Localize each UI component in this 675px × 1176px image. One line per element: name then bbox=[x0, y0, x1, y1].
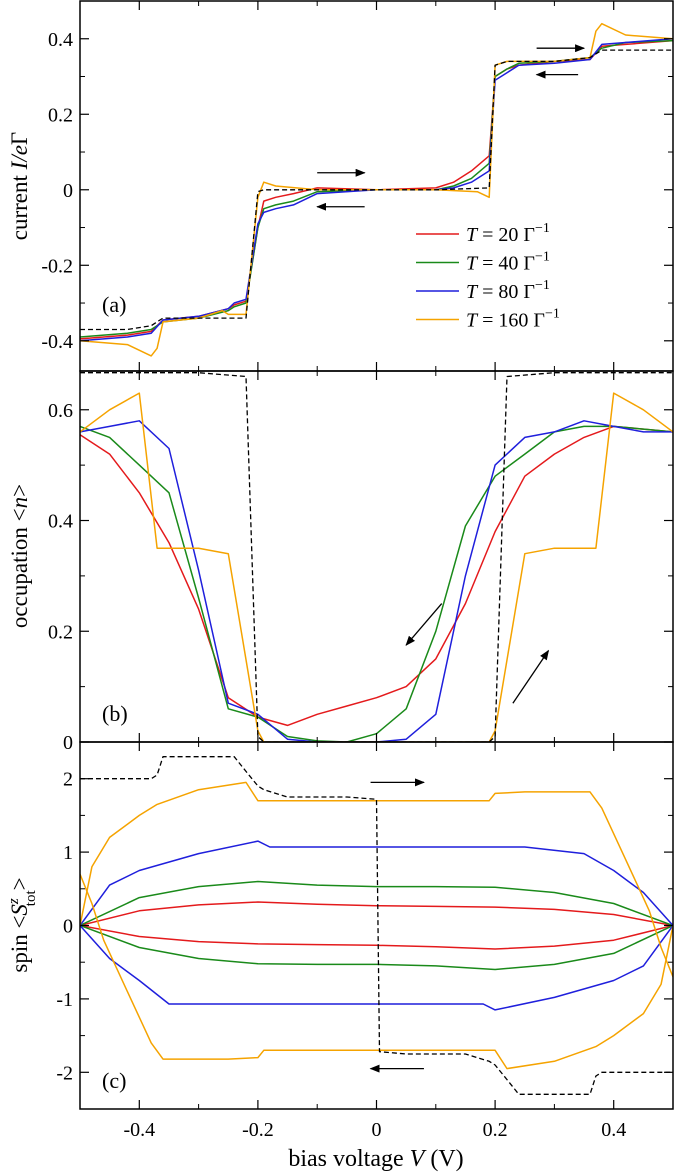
panel-b-series-line-1 bbox=[80, 425, 673, 742]
panel-c-frame bbox=[79, 741, 674, 1110]
y-tick-label: 0.4 bbox=[48, 511, 73, 533]
y-tick-label: 1 bbox=[63, 842, 73, 864]
legend-label: T = 160 Γ−1 bbox=[466, 307, 560, 332]
y-tick-label: 0 bbox=[63, 916, 73, 938]
x-tick-label: -0.4 bbox=[123, 1119, 155, 1141]
y-tick-label: 0.4 bbox=[48, 29, 73, 51]
panel-a-series-line-1 bbox=[80, 39, 673, 338]
y-tick-label: 0.2 bbox=[48, 104, 73, 126]
x-tick-label: 0.4 bbox=[601, 1119, 626, 1141]
legend-label: T = 40 Γ−1 bbox=[466, 250, 550, 275]
legend-label: T = 80 Γ−1 bbox=[466, 278, 550, 303]
arrow-up-right bbox=[512, 649, 550, 704]
panel-b-series-line-4 bbox=[80, 372, 673, 742]
y-tick-label: 0.2 bbox=[48, 621, 73, 643]
panel-b-series-line-0 bbox=[80, 425, 673, 727]
y-tick-label: -0.4 bbox=[41, 331, 73, 353]
legend: T = 20 Γ−1 T = 40 Γ−1 T = 80 Γ−1 T = 160 Γ−… bbox=[416, 221, 560, 332]
panel-a-series-line-4 bbox=[80, 49, 673, 331]
y-tick-label: -0.2 bbox=[41, 255, 73, 277]
panel-c-series-line-2 bbox=[80, 880, 673, 927]
panel-b-series-line-3 bbox=[80, 392, 673, 742]
y-tick-label: -2 bbox=[56, 1062, 73, 1084]
panel-c-label: (c) bbox=[102, 1068, 126, 1093]
panel-c-spin: -2 -1 0 1 2 spin <Sztot> (c) bbox=[6, 741, 674, 1110]
x-axis: -0.4 -0.2 0 0.2 0.4 bbox=[123, 1119, 626, 1141]
x-tick-label: 0.2 bbox=[483, 1119, 508, 1141]
x-axis-label: bias voltage V (V) bbox=[288, 1146, 463, 1172]
panel-c-y-axis-label: spin <Sztot> bbox=[6, 877, 39, 972]
panel-c-series-line-8 bbox=[80, 756, 673, 1095]
panel-a-y-axis-label: current I/eΓ bbox=[7, 132, 32, 240]
y-tick-label: 0 bbox=[63, 732, 73, 754]
panel-c-series-line-5 bbox=[80, 924, 673, 1011]
panel-b-y-axis-label: occupation <n> bbox=[7, 484, 32, 628]
panel-c-series-line-7 bbox=[80, 873, 673, 1070]
panel-c-series-line-1 bbox=[80, 924, 673, 950]
panel-c-series-line-6 bbox=[80, 781, 673, 978]
x-tick-label: 0 bbox=[372, 1119, 382, 1141]
panel-a-current: -0.4 -0.2 0 0.2 0.4 current I/eΓ (a) T = 20 … bbox=[7, 0, 674, 372]
panel-a-frame bbox=[79, 0, 674, 372]
panel-b-series-line-2 bbox=[80, 420, 673, 742]
panel-c-series-line-4 bbox=[80, 840, 673, 927]
panel-a-series-line-3 bbox=[80, 22, 673, 357]
panel-c-series-line-3 bbox=[80, 924, 673, 971]
y-tick-label: 2 bbox=[63, 769, 73, 791]
y-tick-label: 0 bbox=[63, 180, 73, 202]
panel-c-series-line-0 bbox=[80, 901, 673, 927]
arrow-down-left bbox=[405, 603, 443, 646]
panel-a-label: (a) bbox=[102, 292, 126, 317]
panel-a-series-line-2 bbox=[80, 38, 673, 342]
panel-b-label: (b) bbox=[102, 701, 128, 726]
y-tick-label: -1 bbox=[56, 989, 73, 1011]
x-tick-label: -0.2 bbox=[242, 1119, 274, 1141]
y-tick-label: 0.6 bbox=[48, 400, 73, 422]
legend-label: T = 20 Γ−1 bbox=[466, 221, 550, 246]
panel-b-occupation: 0 0.2 0.4 0.6 occupation <n> (b) bbox=[7, 370, 674, 754]
